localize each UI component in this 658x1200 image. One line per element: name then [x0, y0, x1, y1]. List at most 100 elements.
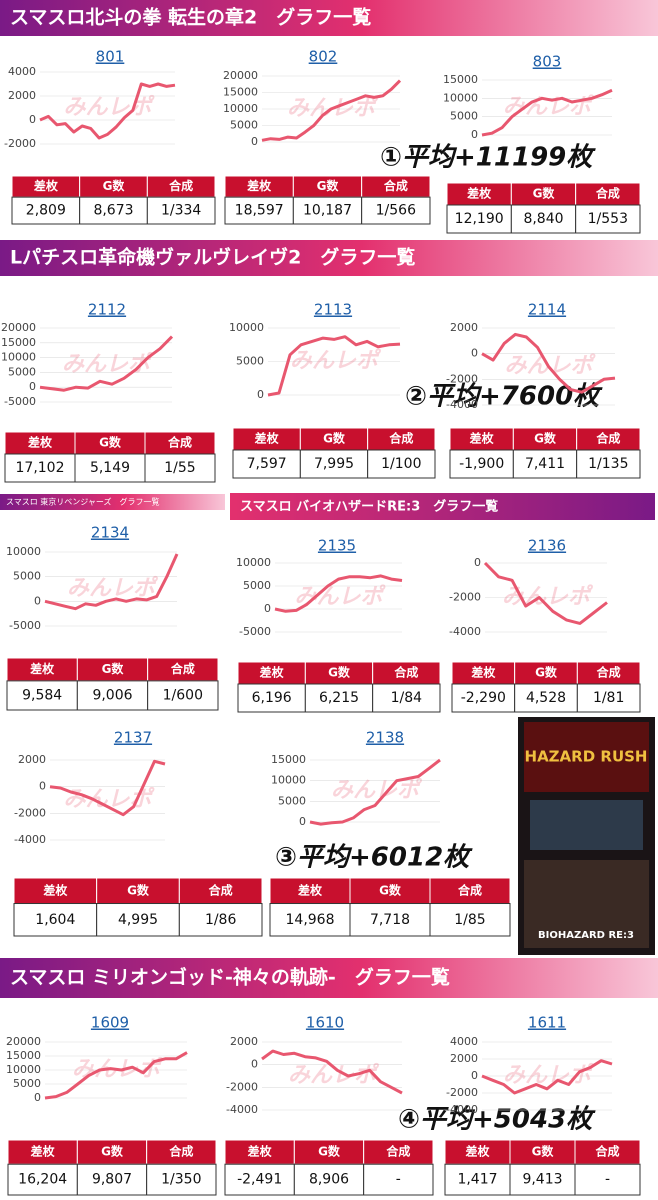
- chart-title: 2137: [114, 729, 152, 747]
- header-title: Lパチスロ革命機ヴァルヴレイヴ2 グラフ一覧: [10, 246, 415, 269]
- y-tick-label: -2000: [449, 591, 481, 604]
- y-tick-label: 2000: [18, 753, 46, 766]
- y-tick-label: 0: [471, 128, 478, 141]
- line-series: [309, 758, 441, 826]
- chart-title: 2114: [528, 301, 566, 319]
- y-tick-label: 5000: [230, 119, 258, 132]
- chart-title: 2136: [528, 537, 566, 555]
- header-title: スマスロ ミリオンゴッド-神々の軌跡- グラフ一覧: [10, 966, 450, 989]
- table-header: G数: [127, 882, 150, 897]
- chart-title: 801: [96, 48, 125, 66]
- y-tick-label: 15000: [223, 86, 258, 99]
- table-value: 1/553: [588, 211, 628, 227]
- table-header-cell: [574, 1139, 641, 1165]
- table-header: G数: [533, 186, 556, 201]
- header-bar: [0, 958, 658, 998]
- machine-reels: [530, 800, 643, 850]
- chart-title: 2138: [366, 729, 404, 747]
- table-value: 9,413: [522, 1172, 562, 1188]
- table-value: 9,584: [22, 687, 62, 703]
- y-tick-label: -4000: [226, 1103, 258, 1116]
- machine-panel: [524, 722, 649, 792]
- y-tick-label: 10000: [1, 351, 36, 364]
- y-tick-label: -4000: [446, 398, 478, 411]
- table-value: 1/600: [163, 687, 203, 703]
- y-tick-label: 10000: [443, 91, 478, 104]
- y-tick-label: 0: [471, 347, 478, 360]
- table-value: 1/350: [161, 1172, 201, 1188]
- table-header: 合成: [595, 1144, 619, 1159]
- table-value: 1/84: [391, 690, 423, 706]
- table-header-cell: [96, 877, 180, 905]
- table-cell: [429, 903, 511, 937]
- y-tick-label: -2000: [226, 1080, 258, 1093]
- table-value: 16,204: [18, 1172, 67, 1188]
- table-header: 差枚: [254, 431, 280, 446]
- line-series: [267, 335, 401, 397]
- y-tick-label: 5000: [8, 365, 36, 378]
- y-tick-label: 5000: [243, 579, 271, 592]
- table-value: -2,491: [237, 1172, 282, 1188]
- header-title: スマスロ バイオハザードRE:3 グラフ一覧: [240, 499, 498, 515]
- average-note: ④平均+5043枚: [398, 1105, 596, 1135]
- table-cell: [509, 1163, 576, 1196]
- y-tick-label: -5000: [9, 619, 41, 632]
- average-note: ③平均+6012枚: [275, 843, 473, 873]
- table-cell: [224, 1163, 295, 1196]
- y-tick-label: 5000: [278, 794, 306, 807]
- table-header-cell: [349, 877, 431, 905]
- line-series: [481, 1059, 613, 1095]
- table-header: 合成: [171, 661, 195, 676]
- table-header: 合成: [386, 1144, 410, 1159]
- chart-title: 1611: [528, 1014, 566, 1032]
- chart-title: 2113: [314, 301, 352, 319]
- table-header: G数: [103, 178, 126, 193]
- table-header: G数: [532, 1144, 555, 1159]
- table-value: 1/135: [588, 456, 628, 472]
- table-value: 1/55: [164, 460, 195, 476]
- table-value: 1/81: [593, 690, 624, 706]
- watermark: みんレポ: [503, 1062, 595, 1088]
- table-header: 合成: [394, 665, 418, 680]
- y-tick-label: 10000: [229, 321, 264, 334]
- table-header: 合成: [209, 882, 233, 897]
- table-value: 7,718: [370, 912, 410, 928]
- table-cell: [576, 449, 641, 479]
- table-header: 差枚: [464, 1144, 490, 1159]
- line-series: [39, 335, 174, 392]
- table-value: 1,604: [35, 912, 75, 928]
- table-cell: [4, 453, 76, 483]
- table-header: 差枚: [246, 178, 272, 193]
- header-bar: [230, 493, 655, 520]
- table-value: 9,006: [92, 687, 132, 703]
- table-header-cell: [444, 1139, 511, 1165]
- table-cell: [512, 449, 578, 479]
- y-tick-label: 0: [29, 380, 36, 393]
- y-tick-label: 5000: [450, 110, 478, 123]
- table-header-cell: [146, 1139, 217, 1165]
- table-cell: [146, 196, 216, 225]
- table-header: G数: [102, 661, 125, 676]
- table-value: 8,906: [309, 1172, 349, 1188]
- table-header: 合成: [458, 882, 482, 897]
- table-value: 17,102: [16, 460, 65, 476]
- table-header-cell: [224, 1139, 295, 1165]
- y-tick-label: 10000: [271, 774, 306, 787]
- table-value: 2,809: [26, 203, 66, 219]
- table-value: 1/85: [454, 912, 485, 928]
- y-tick-label: -4000: [14, 833, 46, 846]
- table-header: G数: [535, 665, 558, 680]
- table-header: 差枚: [297, 882, 323, 897]
- header-bar: [0, 240, 658, 276]
- table-header: 差枚: [30, 1144, 56, 1159]
- line-series: [39, 82, 176, 140]
- line-series: [483, 561, 608, 625]
- table-header: G数: [323, 431, 346, 446]
- y-tick-label: 0: [34, 594, 41, 607]
- table-value: -2,290: [461, 690, 506, 706]
- table-cell: [510, 204, 577, 234]
- table-value: 7,995: [314, 456, 354, 472]
- table-value: 5,149: [90, 460, 130, 476]
- table-cell: [144, 453, 216, 483]
